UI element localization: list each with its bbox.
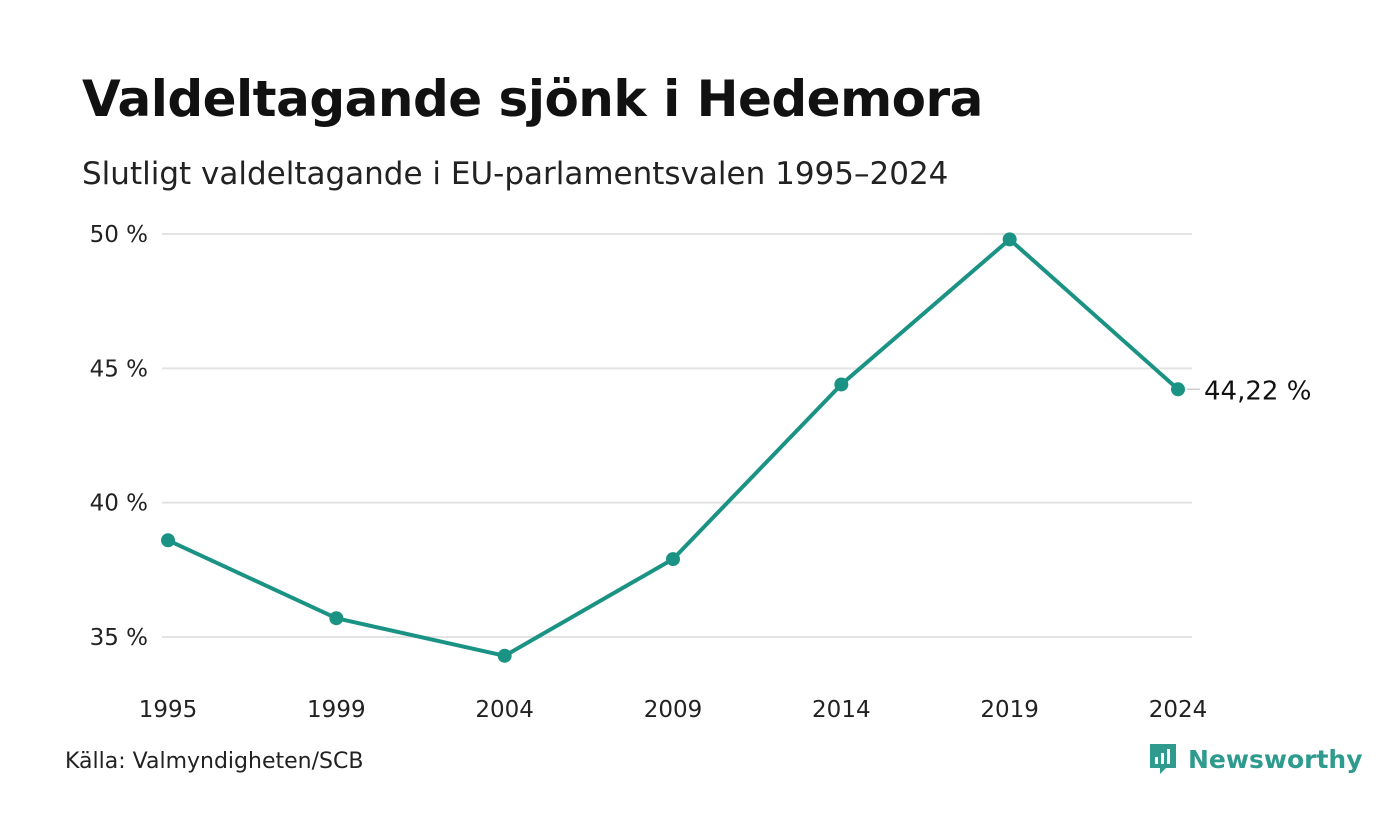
brand-logo[interactable]: Newsworthy	[1148, 742, 1363, 776]
data-point	[834, 377, 849, 392]
x-axis-ticks: 1995 1999 2004 2009 2014 2019 2024	[139, 697, 1208, 723]
x-tick-label: 1995	[139, 697, 198, 723]
newsworthy-logo-icon	[1150, 744, 1176, 774]
y-axis-ticks: 35 % 40 % 45 % 50 %	[90, 222, 148, 651]
end-value-label: 44,22 %	[1204, 376, 1311, 406]
brand-name: Newsworthy	[1188, 744, 1363, 774]
data-point	[1171, 382, 1185, 397]
labels-layer: 44,22 %	[1187, 376, 1311, 406]
source-note: Källa: Valmyndigheten/SCB	[65, 749, 364, 774]
chart-subtitle: Slutligt valdeltagande i EU-parlamentsva…	[82, 156, 949, 192]
x-tick-label: 2014	[812, 697, 871, 723]
points-layer	[161, 232, 1185, 663]
gridlines	[162, 233, 1192, 638]
data-point	[161, 533, 175, 548]
x-tick-label: 2019	[980, 697, 1039, 723]
x-tick-label: 2024	[1149, 697, 1208, 723]
y-tick-label: 40 %	[90, 491, 148, 517]
series-layer	[166, 237, 1180, 658]
x-tick-label: 2004	[475, 697, 534, 723]
series-line	[166, 237, 1180, 658]
y-tick-label: 45 %	[90, 356, 148, 382]
x-tick-label: 1999	[307, 697, 366, 723]
data-point	[497, 648, 512, 663]
data-point	[1002, 232, 1017, 247]
data-point	[666, 552, 680, 567]
x-tick-label: 2009	[644, 697, 703, 723]
y-tick-label: 50 %	[90, 222, 148, 248]
data-point	[329, 611, 344, 626]
chart-title: Valdeltagande sjönk i Hedemora	[82, 70, 983, 128]
y-tick-label: 35 %	[90, 625, 148, 651]
